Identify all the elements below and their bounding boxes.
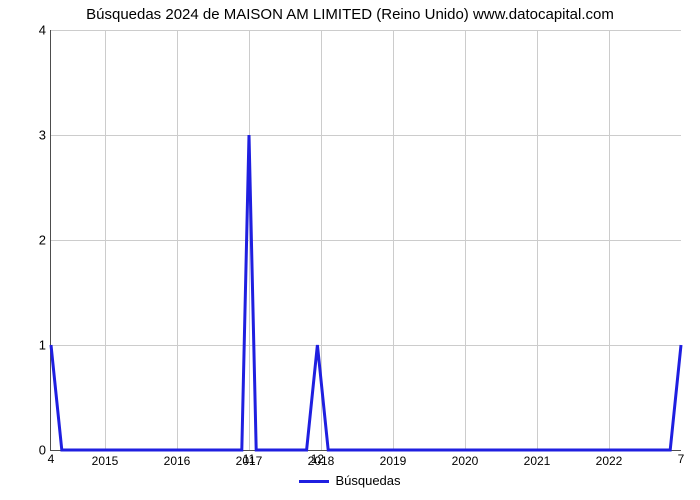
x-tick-label: 2021 [524, 450, 551, 468]
x-tick-label: 2016 [164, 450, 191, 468]
annotation-label: 11 [243, 450, 255, 466]
line-series [51, 30, 681, 450]
y-tick-0: 0 [6, 443, 46, 458]
legend-swatch [299, 480, 329, 483]
annotation-label: 12 [311, 450, 324, 466]
chart-title: Búsquedas 2024 de MAISON AM LIMITED (Rei… [0, 6, 700, 23]
legend-label: Búsquedas [335, 473, 400, 488]
y-tick-1: 1 [6, 338, 46, 353]
x-tick-label: 2022 [596, 450, 623, 468]
chart-container: Búsquedas 2024 de MAISON AM LIMITED (Rei… [0, 0, 700, 500]
y-tick-4: 4 [6, 23, 46, 38]
x-tick-label: 2015 [92, 450, 119, 468]
x-tick-label: 2020 [452, 450, 479, 468]
legend: Búsquedas [0, 473, 700, 488]
plot-area: 20152016201720182019202020212022 411127 [50, 30, 681, 451]
y-tick-2: 2 [6, 233, 46, 248]
y-tick-3: 3 [6, 128, 46, 143]
annotation-label: 4 [48, 450, 55, 466]
x-tick-label: 2019 [380, 450, 407, 468]
annotation-label: 7 [678, 450, 685, 466]
